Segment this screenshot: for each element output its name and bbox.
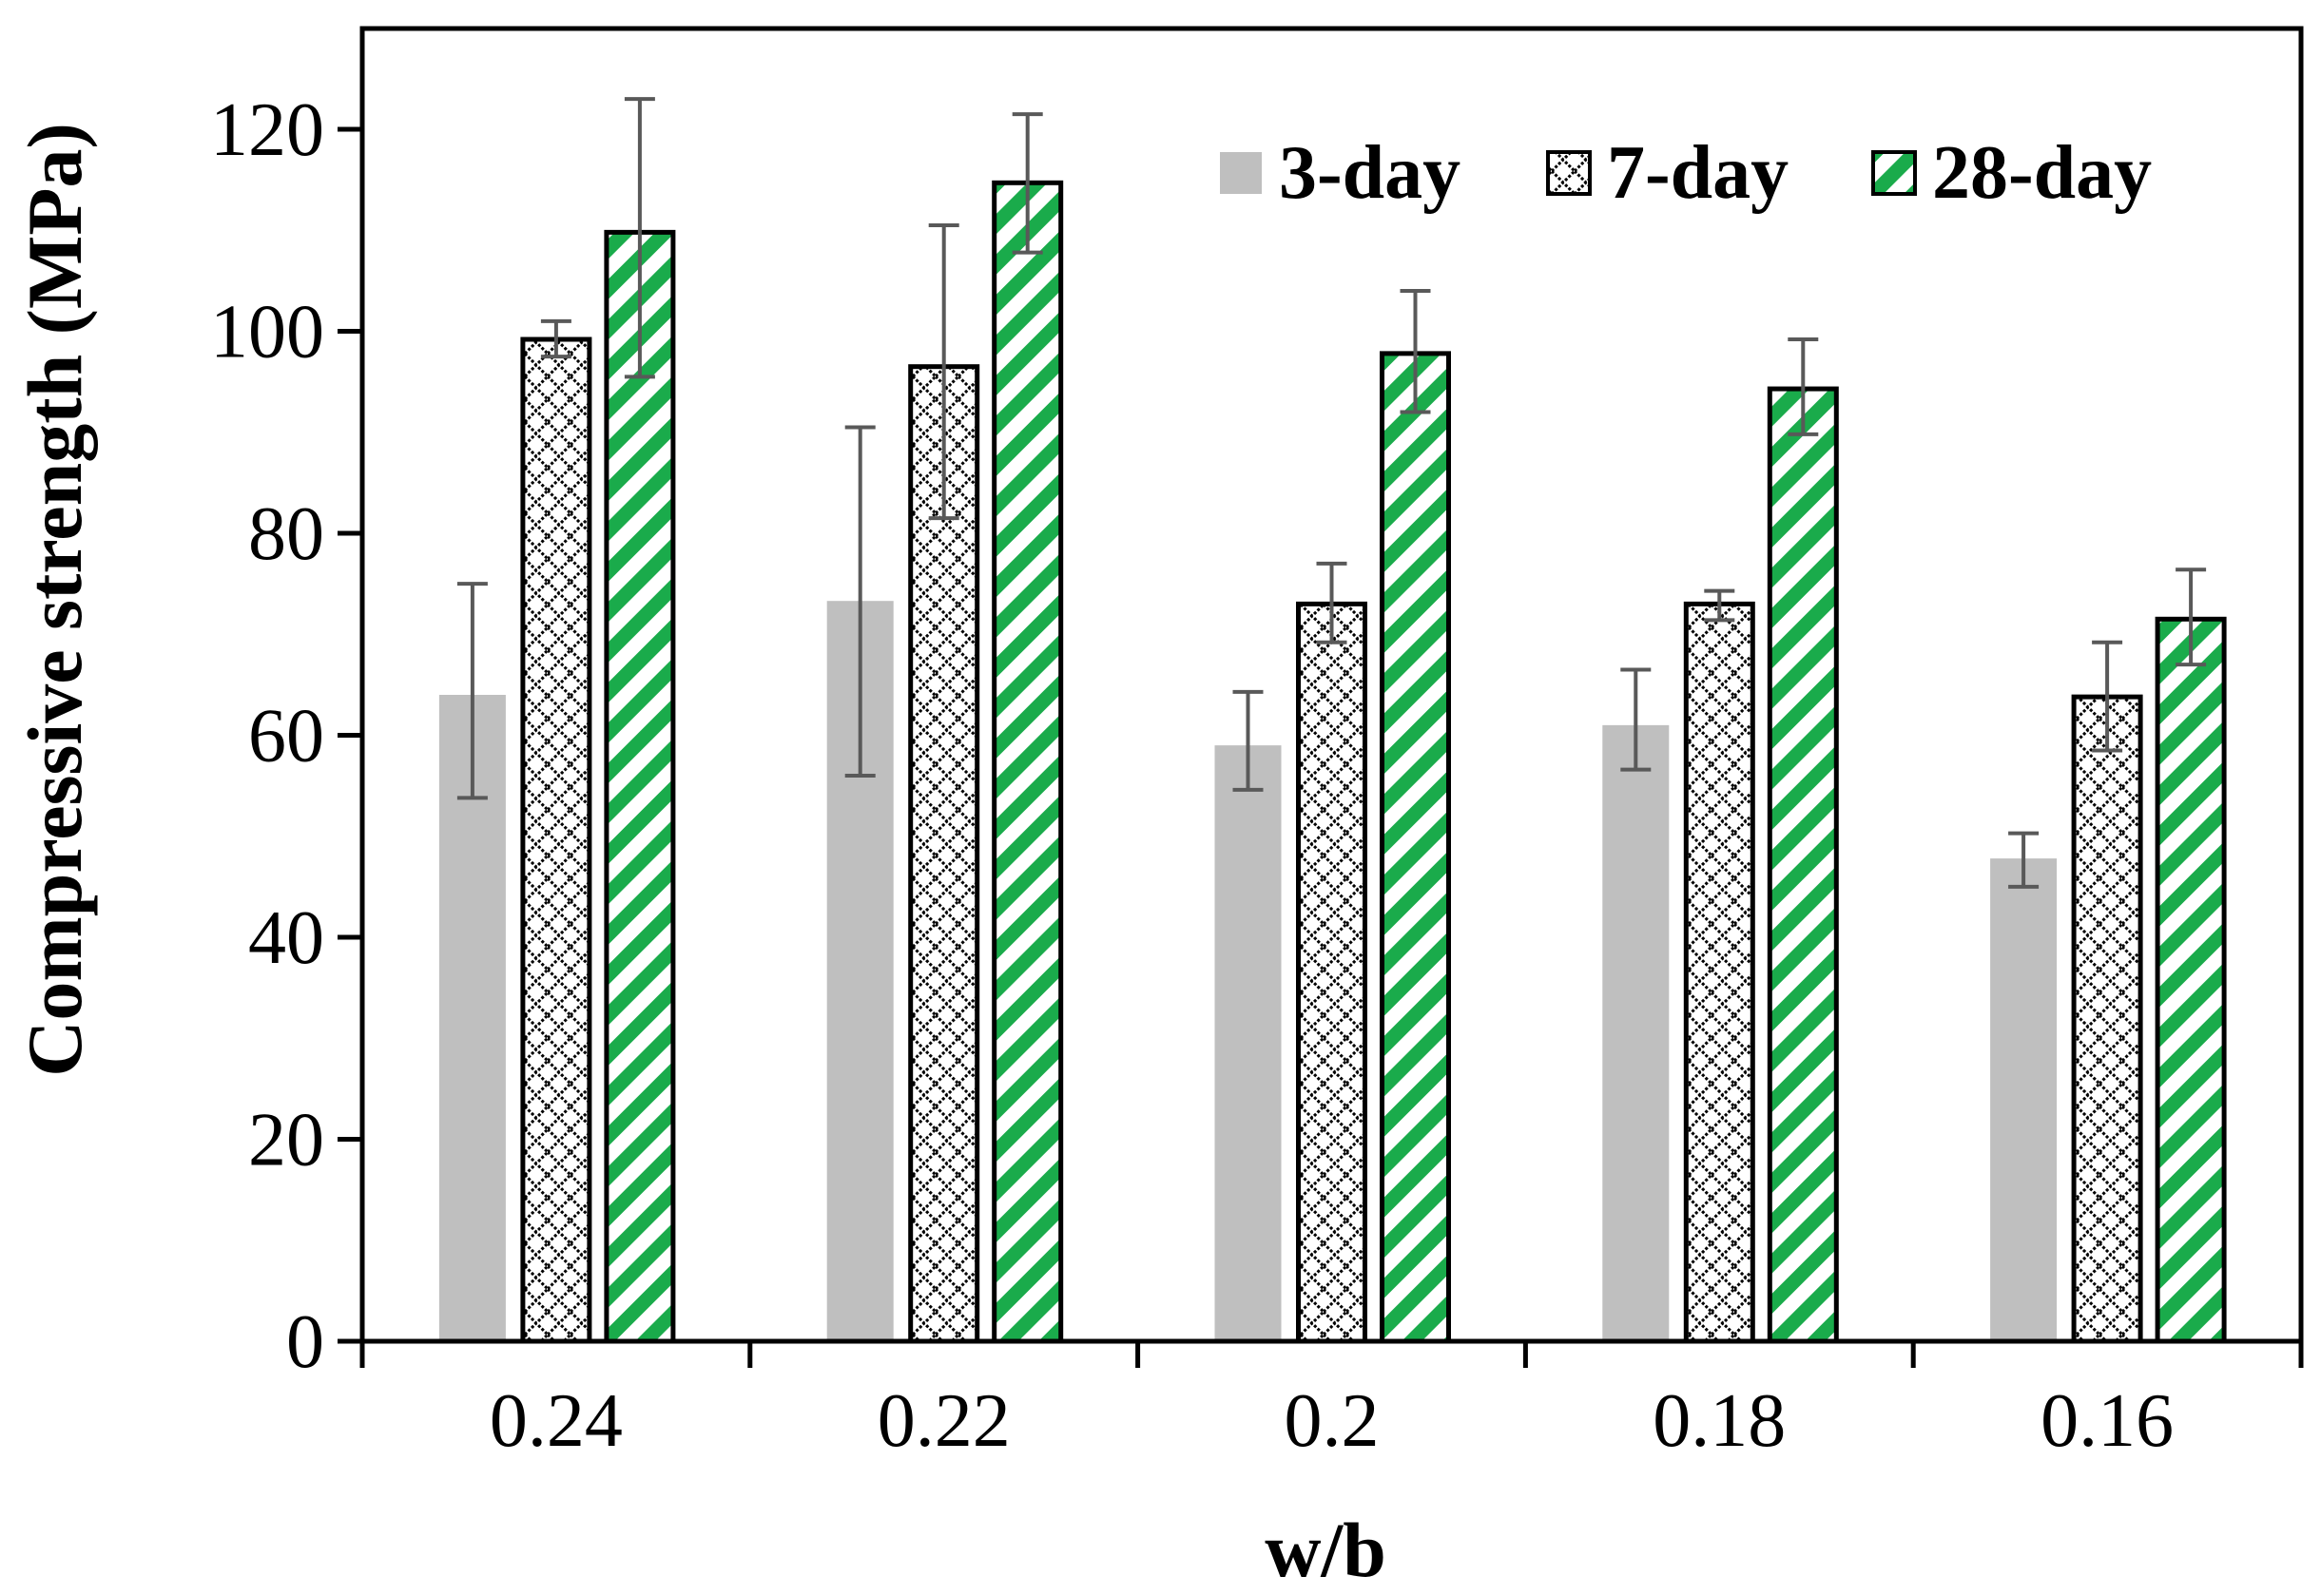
legend-label: 28-day [1932,131,2152,215]
error-bar-28-day [1012,112,1043,255]
x-axis-title: w/b [1265,1507,1386,1593]
error-bar-28-day [1400,289,1431,414]
y-tick-label: 40 [248,896,324,980]
legend-swatch [1220,152,1262,194]
y-tick-label: 80 [248,492,324,576]
error-bar-7-day [540,318,571,359]
y-tick-label: 100 [210,291,324,375]
bar-7-day [1683,601,1755,1344]
bar-7-day [1296,601,1367,1344]
x-tick-label: 0.22 [878,1379,1011,1463]
error-bar-3-day [456,582,488,800]
y-tick-label: 120 [210,88,324,172]
legend-swatch [1871,150,1917,196]
legend-swatch [1546,150,1592,196]
legend-item-3-day: 3-day [1220,131,1460,215]
error-bar-3-day [2008,831,2040,889]
error-bar-28-day [1788,337,1819,436]
legend-label: 3-day [1279,131,1460,215]
error-bar-28-day [624,97,655,379]
bar-28-day [1380,351,1451,1344]
error-bar-3-day [844,425,876,778]
error-bar-7-day [928,222,959,521]
error-bar-28-day [2176,567,2207,667]
x-tick-label: 0.16 [2041,1379,2174,1463]
bar-3-day [1214,745,1282,1341]
error-bar-3-day [1620,667,1652,772]
bar-7-day [520,337,592,1344]
x-tick-label: 0.24 [490,1379,623,1463]
x-tick-label: 0.18 [1653,1379,1786,1463]
bar-3-day [438,695,506,1341]
bar-3-day [1602,724,1670,1341]
bar-28-day [1767,386,1839,1344]
error-bar-7-day [1704,588,1735,623]
y-tick-label: 0 [286,1300,324,1384]
legend-label: 7-day [1607,131,1789,215]
bar-28-day [2155,616,2227,1344]
y-tick-label: 20 [248,1099,324,1183]
legend-item-7-day: 7-day [1546,131,1789,215]
legend-item-28-day: 28-day [1871,131,2152,215]
x-tick-label: 0.2 [1285,1379,1380,1463]
error-bar-3-day [1232,689,1264,792]
error-bar-7-day [1316,561,1347,644]
y-axis-title: Compressive strength (MPa) [11,123,98,1077]
y-tick-label: 60 [248,695,324,779]
bar-28-day [992,180,1064,1344]
error-bar-7-day [2092,640,2123,753]
bar-3-day [1990,858,2058,1341]
bar-28-day [604,229,676,1344]
bar-7-day [2071,694,2143,1344]
